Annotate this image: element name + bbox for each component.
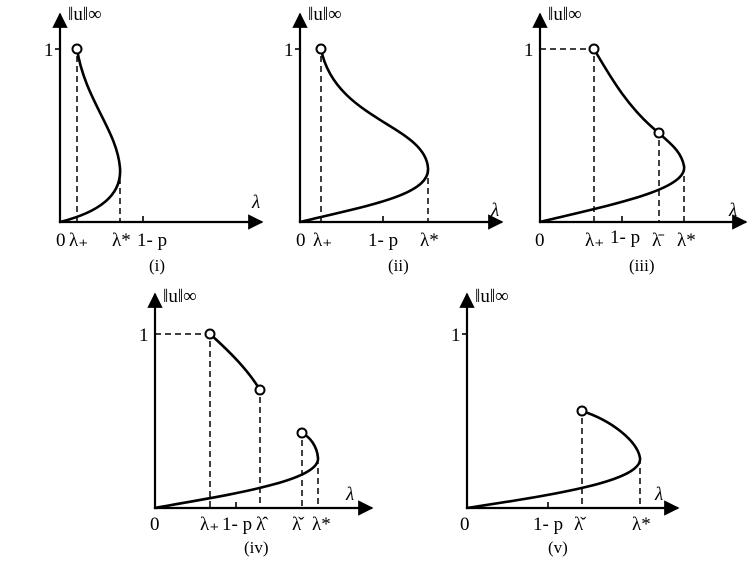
y-axis-label: ‖u‖∞ [475, 286, 509, 307]
x-tick-one-minus-p: 1- p [533, 514, 563, 535]
y-tick-one: 1 [524, 40, 534, 61]
x-tick-lambda-check: λ̌ [574, 514, 586, 535]
origin-label: 0 [296, 230, 306, 251]
y-axis-label: ‖u‖∞ [68, 4, 102, 25]
x-tick-lambda-lower: λ₊ [200, 514, 219, 535]
y-axis-label: ‖u‖∞ [548, 4, 582, 25]
panel-caption: (v) [548, 538, 568, 557]
panel-ii: ‖u‖∞ 1 λ 0 λ₊ 1- p λ* (ii) [284, 4, 504, 275]
endpoint-marker [315, 43, 327, 55]
panel-iv: ‖u‖∞ 1 λ 0 λ₊ 1- p λ̂ λ̌ λ* (iv) [139, 286, 374, 557]
y-axis-label: ‖u‖∞ [308, 4, 342, 25]
lower-branch [538, 131, 686, 224]
origin-label: 0 [150, 514, 160, 535]
upper-branch [208, 332, 262, 392]
origin-label: 0 [56, 230, 66, 251]
x-axis-label: λ [654, 484, 663, 505]
panel-caption: (i) [149, 256, 165, 275]
x-axis-label: λ [251, 192, 260, 213]
x-axis-label: λ [345, 484, 354, 505]
x-tick-one-minus-p: 1- p [368, 230, 398, 251]
lower-branch [153, 431, 320, 510]
y-tick-one: 1 [44, 40, 54, 61]
x-tick-lambda-star: λ* [312, 514, 331, 535]
x-tick-one-minus-p: 1- p [137, 230, 167, 251]
y-axis-label: ‖u‖∞ [163, 286, 197, 307]
x-axis-label: λ [490, 200, 499, 221]
break-marker [254, 384, 266, 396]
origin-label: 0 [535, 230, 545, 251]
panel-iii: ‖u‖∞ 1 λ 0 λ₊ 1- p λ̄ λ* (iii) [524, 4, 748, 275]
endpoint-marker [71, 43, 83, 55]
x-tick-lambda-star: λ* [632, 514, 651, 535]
y-tick-one: 1 [139, 325, 149, 346]
x-tick-lambda-star: λ* [112, 230, 131, 251]
x-tick-lambda-star: λ* [677, 230, 696, 251]
upper-branch [592, 47, 661, 135]
endpoint-marker [204, 328, 216, 340]
solution-curve [465, 409, 642, 510]
x-tick-lambda-lower: λ₊ [313, 230, 332, 251]
endpoint-marker [588, 43, 600, 55]
x-tick-one-minus-p: 1- p [610, 227, 640, 248]
turning-marker [653, 127, 665, 139]
turning-marker [296, 427, 308, 439]
x-tick-lambda-bar: λ̄ [652, 230, 664, 251]
x-tick-lambda-lower: λ₊ [69, 230, 88, 251]
panel-caption: (ii) [388, 256, 409, 275]
endpoint-marker [576, 405, 588, 417]
origin-label: 0 [460, 514, 470, 535]
panel-i: ‖u‖∞ 1 λ 0 λ₊ λ* 1- p (i) [44, 4, 264, 275]
x-tick-one-minus-p: 1- p [222, 514, 252, 535]
x-tick-lambda-lower: λ₊ [585, 230, 604, 251]
x-tick-lambda-check: λ̌ [292, 514, 304, 535]
solution-curve [58, 47, 122, 224]
panel-caption: (iii) [629, 256, 655, 275]
y-tick-one: 1 [451, 325, 461, 346]
x-tick-lambda-hat: λ̂ [256, 514, 268, 535]
x-tick-lambda-star: λ* [420, 230, 439, 251]
y-tick-one: 1 [284, 40, 294, 61]
solution-curve [298, 47, 430, 224]
panel-v: ‖u‖∞ 1 λ 0 1- p λ̌ λ* (v) [451, 286, 680, 557]
panel-caption: (iv) [244, 538, 269, 557]
x-axis-label: λ [728, 200, 737, 221]
